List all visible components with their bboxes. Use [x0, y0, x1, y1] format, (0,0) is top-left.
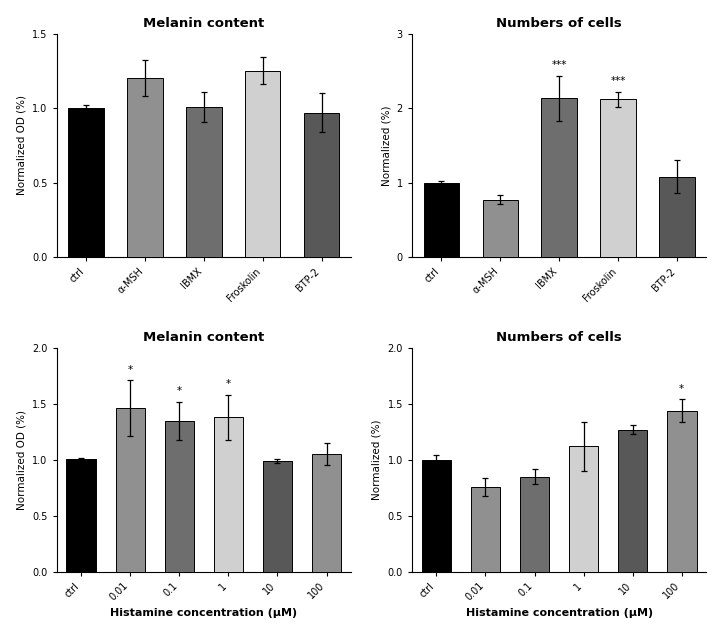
Bar	[187, 107, 221, 257]
Text: *: *	[226, 379, 231, 389]
Bar	[659, 177, 695, 257]
Title: Numbers of cells: Numbers of cells	[496, 331, 622, 344]
Bar	[482, 200, 518, 257]
Bar	[600, 99, 636, 257]
Bar	[245, 71, 281, 257]
Title: Melanin content: Melanin content	[143, 17, 265, 30]
Text: *: *	[176, 386, 182, 396]
Title: Numbers of cells: Numbers of cells	[496, 17, 622, 30]
X-axis label: Histamine concentration (μM): Histamine concentration (μM)	[111, 608, 297, 618]
Bar	[667, 411, 696, 572]
Bar	[422, 460, 451, 572]
Bar	[471, 486, 500, 572]
Title: Melanin content: Melanin content	[143, 331, 265, 344]
Bar	[116, 408, 145, 572]
Bar	[262, 461, 292, 572]
Text: ***: ***	[552, 60, 567, 70]
Y-axis label: Normalized (%): Normalized (%)	[372, 420, 382, 500]
Bar	[127, 78, 163, 257]
Bar	[569, 446, 599, 572]
Text: ***: ***	[610, 76, 625, 86]
X-axis label: Histamine concentration (μM): Histamine concentration (μM)	[466, 608, 653, 618]
Text: *: *	[679, 384, 685, 394]
Y-axis label: Normalized OD (%): Normalized OD (%)	[17, 95, 27, 196]
Bar	[312, 454, 341, 572]
Bar	[214, 417, 243, 572]
Bar	[618, 430, 647, 572]
Bar	[69, 108, 103, 257]
Bar	[165, 420, 194, 572]
Bar	[520, 476, 549, 572]
Y-axis label: Normalized (%): Normalized (%)	[381, 105, 391, 185]
Bar	[67, 458, 96, 572]
Bar	[304, 112, 339, 257]
Bar	[424, 183, 459, 257]
Y-axis label: Normalized OD (%): Normalized OD (%)	[17, 410, 27, 510]
Text: *: *	[128, 365, 133, 375]
Bar	[542, 98, 577, 257]
